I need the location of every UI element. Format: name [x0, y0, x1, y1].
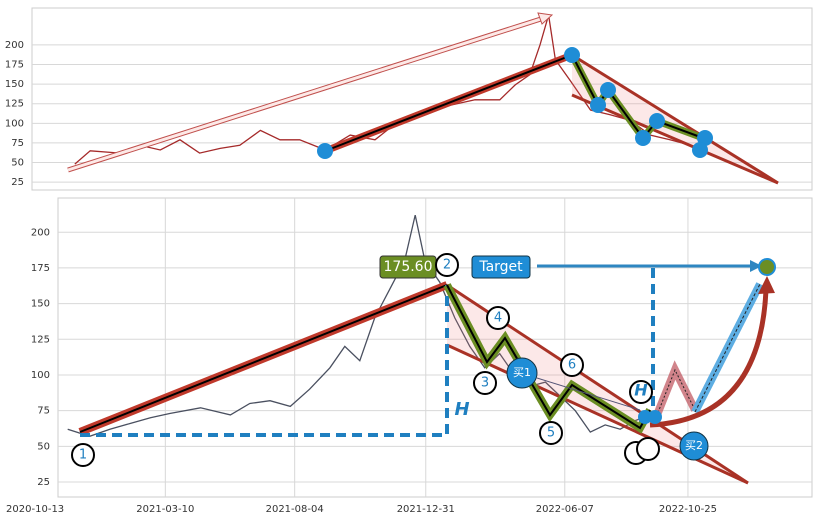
- x-tick-label: 2022-10-25: [659, 504, 717, 515]
- x-tick-label: 2022-06-07: [536, 504, 594, 515]
- point-label: 3: [481, 376, 489, 391]
- y-tick-label: 150: [5, 79, 24, 90]
- annotation-polyline: [654, 368, 696, 421]
- annotation-circle: [473, 371, 497, 395]
- y-tick-label: 50: [37, 441, 50, 452]
- annotation-line: [324, 54, 573, 152]
- annotation-circle: [560, 353, 584, 377]
- annotation-polygon: [758, 276, 775, 294]
- y-tick-label: 25: [37, 477, 50, 488]
- annotation-circle: [638, 410, 652, 424]
- annotation-circle: [486, 306, 510, 330]
- y-tick-label: 100: [31, 370, 50, 381]
- annotation-polygon: [537, 12, 554, 25]
- height-label: H: [634, 381, 648, 400]
- annotation-circle: [758, 258, 776, 276]
- y-tick-label: 100: [5, 118, 24, 129]
- x-tick-label: 2021-12-31: [397, 504, 455, 515]
- annotation-circle: [679, 431, 709, 461]
- y-tick-label: 25: [11, 177, 24, 188]
- annotation-circle: [539, 421, 563, 445]
- x-tick-label: 2021-03-10: [136, 504, 194, 515]
- annotation-circle: [692, 142, 708, 158]
- price-tag: 175.60: [384, 259, 433, 275]
- annotation-polyline: [80, 285, 449, 437]
- annotation-circle: [649, 113, 665, 129]
- annotation-circle: [636, 437, 660, 461]
- annotation-polygon: [750, 260, 762, 272]
- y-tick-label: 75: [11, 138, 24, 149]
- y-tick-label: 175: [31, 263, 50, 274]
- annotation-circle: [317, 143, 333, 159]
- annotation-circle: [506, 357, 538, 389]
- x-tick-label: 2020-10-13: [6, 504, 64, 515]
- y-tick-label: 150: [31, 299, 50, 310]
- y-tick-label: 200: [5, 40, 24, 51]
- top-annotations: [67, 12, 779, 185]
- annotation-line: [536, 377, 641, 411]
- bottom-annotations: 175.60 Target H 1 2 3 4 5 6 H 买1 买2: [71, 253, 776, 485]
- annotation-polyline: [571, 54, 704, 140]
- annotation-rect: [471, 255, 531, 279]
- point-label: 4: [494, 311, 502, 326]
- annotation-circle: [435, 253, 459, 277]
- buy-label: 买2: [685, 439, 703, 452]
- point-label: 6: [568, 358, 576, 373]
- y-tick-label: 125: [5, 99, 24, 110]
- y-tick-label: 125: [31, 334, 50, 345]
- target-label: Target: [478, 259, 523, 275]
- x-tick-label: 2021-08-04: [266, 504, 324, 515]
- plot-frame: [31, 7, 813, 191]
- y-tick-label: 50: [11, 158, 24, 169]
- annotation-circle: [600, 82, 616, 98]
- annotation-line: [571, 53, 779, 185]
- annotation-circle: [697, 130, 713, 146]
- point-label: 2: [443, 258, 451, 273]
- annotation-line: [571, 93, 779, 185]
- annotation-line: [694, 283, 761, 413]
- annotation-circle: [590, 97, 606, 113]
- annotation-circle: [564, 47, 580, 63]
- annotation-line: [67, 16, 545, 172]
- y-tick-label: 175: [5, 59, 24, 70]
- annotation-line: [79, 284, 448, 433]
- annotation-circle: [71, 443, 95, 467]
- annotation-path: [649, 289, 769, 428]
- annotation-g: [71, 253, 660, 467]
- buy-label: 买1: [513, 366, 531, 379]
- y-tick-label: 200: [31, 227, 50, 238]
- annotation-circle: [635, 130, 651, 146]
- annotation-g: [317, 47, 713, 159]
- annotation-circle: [648, 410, 662, 424]
- annotation-circle: [629, 380, 653, 404]
- annotation-polyline: [446, 284, 651, 430]
- height-label: H: [454, 399, 469, 420]
- annotation-line: [446, 343, 749, 485]
- top-panel: 25 50 75 100 125 150 175 200: [5, 7, 813, 191]
- point-label: 1: [79, 448, 87, 463]
- point-label: 5: [547, 426, 555, 441]
- y-tick-label: 75: [37, 406, 50, 417]
